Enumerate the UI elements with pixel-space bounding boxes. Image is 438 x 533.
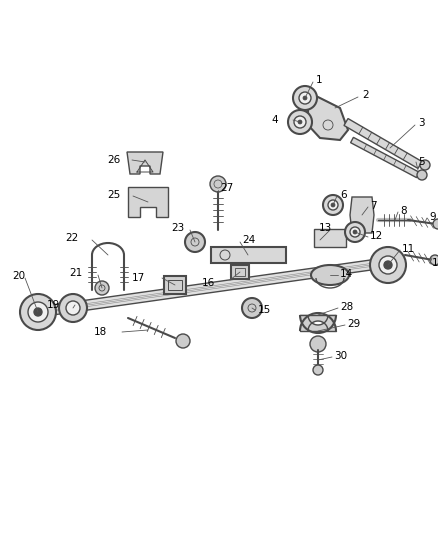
Circle shape (242, 298, 262, 318)
Circle shape (288, 110, 312, 134)
Circle shape (345, 222, 365, 242)
Text: 26: 26 (107, 155, 120, 165)
Bar (211, 247, 286, 263)
Polygon shape (344, 118, 422, 168)
Circle shape (353, 230, 357, 234)
Circle shape (331, 203, 335, 207)
Circle shape (185, 232, 205, 252)
Circle shape (370, 247, 406, 283)
Bar (235, 268, 245, 276)
Circle shape (379, 256, 397, 274)
Circle shape (430, 255, 438, 265)
Text: 30: 30 (334, 351, 347, 361)
Circle shape (294, 116, 306, 128)
Circle shape (313, 365, 323, 375)
Text: 9: 9 (429, 212, 436, 222)
Text: 16: 16 (202, 278, 215, 288)
Circle shape (310, 336, 326, 352)
Circle shape (433, 219, 438, 229)
Circle shape (66, 301, 80, 315)
Text: 2: 2 (362, 90, 369, 100)
Text: 28: 28 (340, 302, 353, 312)
Wedge shape (300, 313, 336, 331)
Text: 18: 18 (94, 327, 107, 337)
Polygon shape (127, 152, 163, 174)
Text: 4: 4 (272, 115, 278, 125)
Text: 17: 17 (132, 273, 145, 283)
Text: 6: 6 (340, 190, 346, 200)
Circle shape (350, 227, 360, 237)
Text: 5: 5 (418, 157, 424, 167)
Text: 23: 23 (172, 223, 185, 233)
Circle shape (323, 195, 343, 215)
Text: 11: 11 (402, 244, 415, 254)
Circle shape (328, 200, 338, 210)
Polygon shape (350, 197, 374, 233)
Text: 13: 13 (318, 223, 332, 233)
Circle shape (28, 302, 48, 322)
Text: 12: 12 (370, 231, 383, 241)
Text: 15: 15 (258, 305, 271, 315)
Text: 19: 19 (47, 300, 60, 310)
Text: 20: 20 (12, 271, 25, 281)
Polygon shape (128, 187, 168, 217)
Circle shape (417, 170, 427, 180)
Text: 22: 22 (65, 233, 78, 243)
Circle shape (303, 96, 307, 100)
Text: 7: 7 (370, 201, 377, 211)
Text: 25: 25 (107, 190, 120, 200)
Circle shape (420, 160, 430, 170)
Text: 24: 24 (242, 235, 255, 245)
Text: 10: 10 (432, 258, 438, 268)
Circle shape (95, 281, 109, 295)
Bar (314, 229, 346, 247)
Text: 29: 29 (347, 319, 360, 329)
Bar (168, 280, 182, 290)
Bar (231, 265, 249, 279)
Circle shape (210, 176, 226, 192)
Circle shape (34, 308, 42, 316)
Circle shape (384, 261, 392, 269)
Text: 14: 14 (340, 269, 353, 279)
Text: 27: 27 (220, 183, 233, 193)
Text: 3: 3 (418, 118, 424, 128)
Polygon shape (308, 93, 348, 140)
Circle shape (299, 92, 311, 104)
Ellipse shape (311, 265, 349, 285)
Text: 8: 8 (400, 206, 406, 216)
Circle shape (176, 334, 190, 348)
Text: 1: 1 (316, 75, 323, 85)
Circle shape (293, 86, 317, 110)
Circle shape (20, 294, 56, 330)
Polygon shape (37, 257, 393, 317)
Circle shape (298, 120, 302, 124)
Text: 21: 21 (69, 268, 82, 278)
Circle shape (59, 294, 87, 322)
Wedge shape (300, 315, 336, 333)
Polygon shape (350, 138, 420, 177)
Bar (164, 276, 186, 294)
